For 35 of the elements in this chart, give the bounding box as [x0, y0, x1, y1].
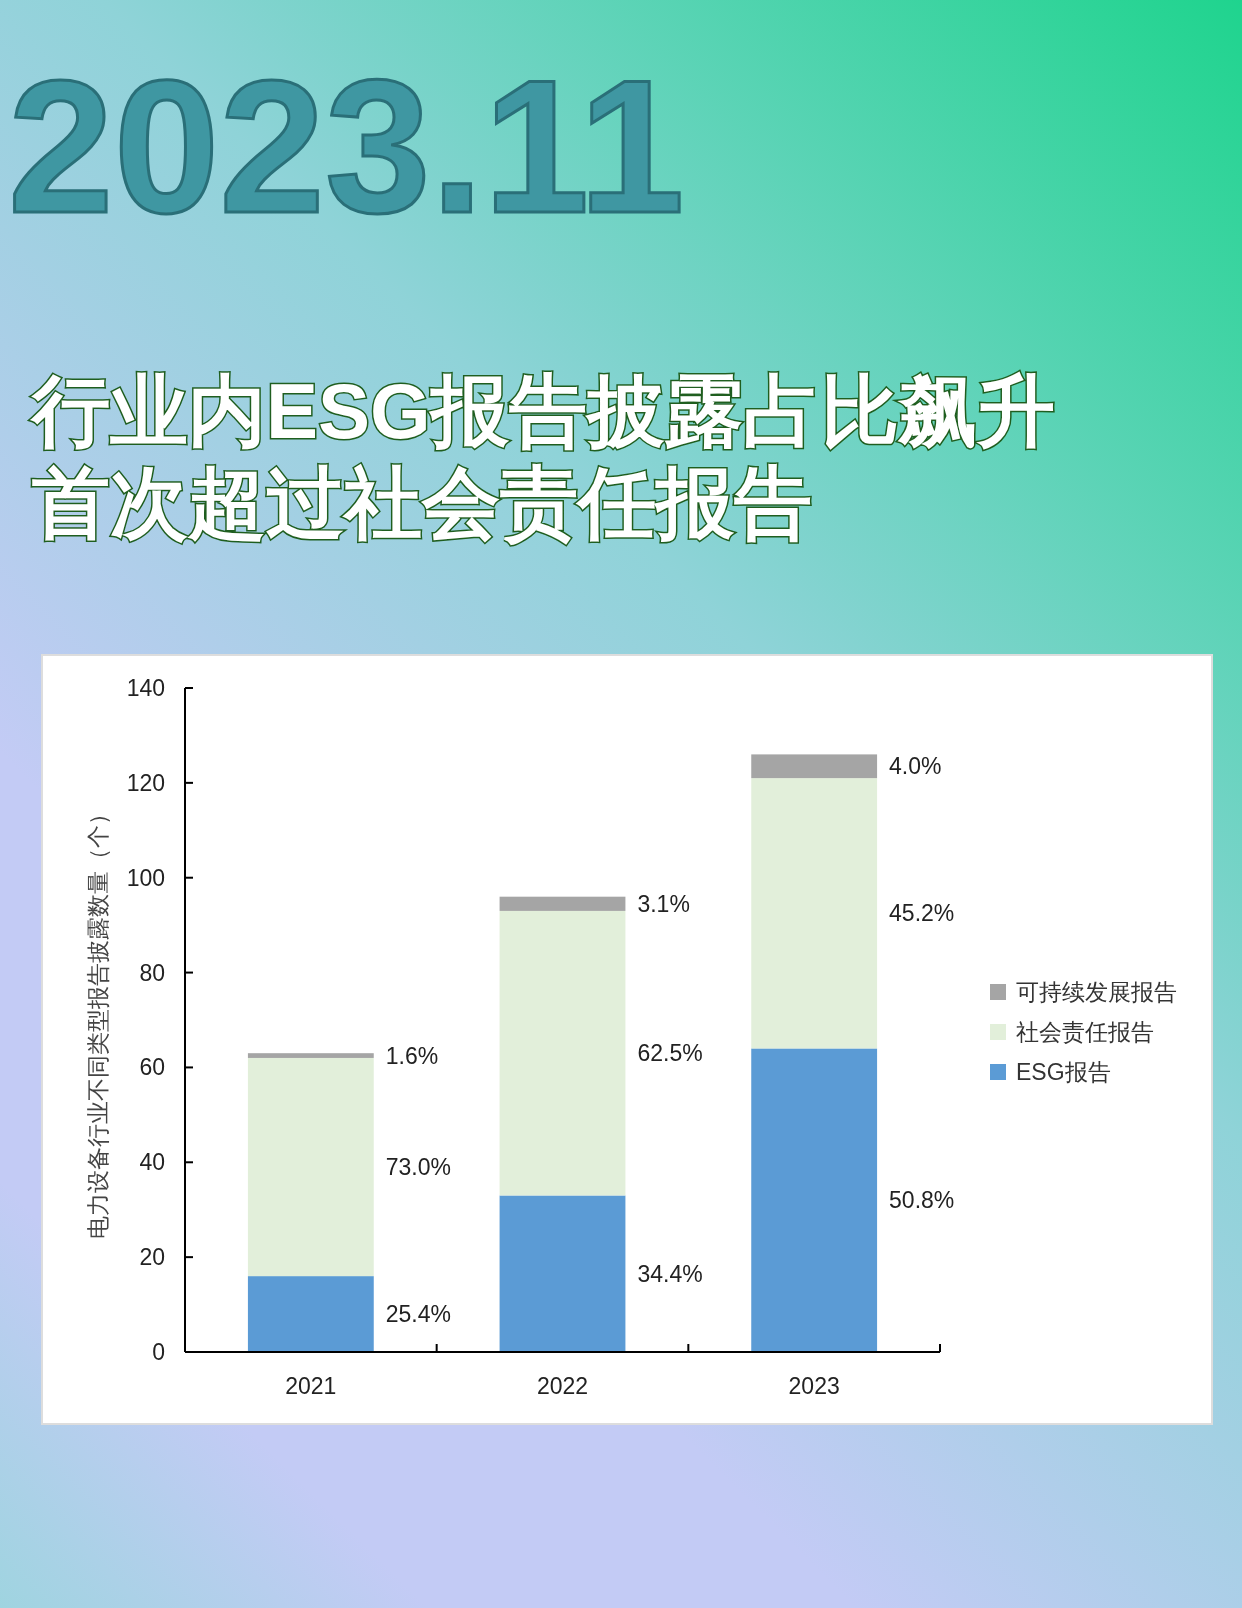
- bar: [751, 778, 878, 1049]
- y-tick-label: 0: [152, 1339, 165, 1365]
- annotation: 50.8%: [889, 1187, 955, 1214]
- y-tick-label: 40: [139, 1149, 165, 1176]
- bar: [247, 1057, 374, 1277]
- y-tick-label: 60: [139, 1054, 165, 1081]
- y-tick-label: 80: [139, 959, 165, 986]
- bar: [247, 1276, 374, 1352]
- bar: [751, 754, 878, 779]
- annotation: 73.0%: [385, 1154, 451, 1181]
- annotation: 1.6%: [385, 1042, 439, 1069]
- y-tick-label: 100: [126, 864, 165, 891]
- bar: [499, 896, 626, 911]
- annotation: 3.1%: [637, 890, 690, 917]
- bar: [499, 1195, 626, 1352]
- chart-subtitle: 2023.11: [8, 40, 685, 252]
- legend-label: 社会责任报告: [1016, 1019, 1154, 1045]
- annotation: 62.5%: [637, 1040, 703, 1067]
- y-tick-label: 120: [126, 769, 165, 796]
- x-tick-label: 2023: [788, 1373, 840, 1399]
- chart-title: 行业内ESG报告披露占比飙升首次超过社会责任报告: [32, 366, 1056, 549]
- legend-label: ESG报告: [1016, 1059, 1111, 1085]
- annotation: 45.2%: [889, 900, 955, 927]
- y-tick-label: 140: [126, 675, 165, 701]
- annotation: 34.4%: [637, 1260, 703, 1287]
- annotation: 25.4%: [385, 1301, 451, 1328]
- bar: [499, 910, 626, 1196]
- bar: [751, 1048, 878, 1352]
- annotation: 4.0%: [889, 753, 942, 780]
- x-tick-label: 2022: [536, 1373, 589, 1399]
- legend-label: 可持续发展报告: [1016, 979, 1177, 1005]
- x-tick-label: 2021: [285, 1373, 337, 1399]
- y-tick-label: 20: [139, 1244, 165, 1271]
- y-axis-title: 电力设备行业不同类型报告披露数量（个）: [85, 801, 111, 1239]
- bar: [247, 1053, 374, 1058]
